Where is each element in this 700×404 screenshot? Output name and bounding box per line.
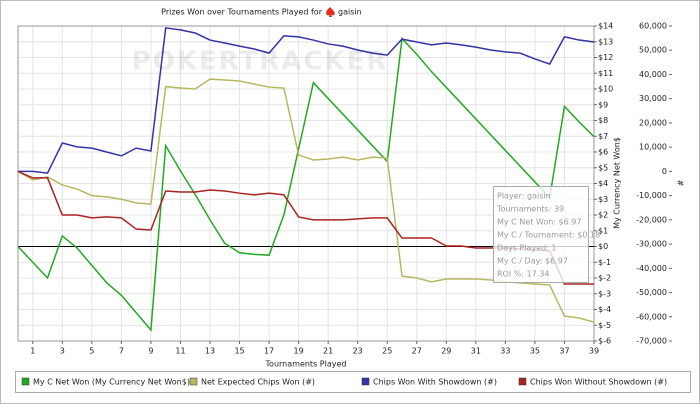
x-tick-label: 23 bbox=[353, 347, 363, 356]
legend-label: Chips Won Without Showdown (#) bbox=[530, 378, 667, 387]
y-tick-label: $14 bbox=[598, 22, 613, 31]
y2-tick-label: -70,000 bbox=[636, 337, 667, 346]
y-tick-label: $-3 bbox=[598, 289, 611, 298]
x-tick-label: 27 bbox=[412, 347, 422, 356]
y2-tick-label: 60,000 bbox=[639, 22, 667, 31]
legend-swatch bbox=[189, 377, 198, 386]
x-tick-label: 35 bbox=[530, 347, 540, 356]
y-tick-label: $6 bbox=[598, 148, 608, 157]
y-tick-label: $12 bbox=[598, 53, 613, 62]
player-icon bbox=[326, 7, 335, 17]
tooltip-line: My C / Day: $6.97 bbox=[497, 257, 568, 266]
x-tick-label: 31 bbox=[471, 347, 481, 356]
x-tick-label: 1 bbox=[30, 347, 35, 356]
legend-swatch bbox=[518, 377, 527, 386]
x-tick-label: 19 bbox=[294, 347, 304, 356]
x-tick-label: 11 bbox=[175, 347, 185, 356]
legend-label: Chips Won With Showdown (#) bbox=[373, 378, 497, 387]
tooltip-line: ROI %: 17.34 bbox=[497, 270, 550, 279]
x-tick-label: 37 bbox=[559, 347, 569, 356]
x-tick-label: 3 bbox=[60, 347, 65, 356]
y2-tick-label: -60,000 bbox=[636, 312, 667, 321]
y-tick-label: $10 bbox=[598, 85, 613, 94]
series-line bbox=[18, 27, 595, 174]
y-axis-title: My Currency Net Won$ bbox=[613, 137, 622, 229]
y2-tick-label: 10,000 bbox=[639, 143, 667, 152]
x-tick-label: 33 bbox=[500, 347, 510, 356]
y-tick-label: $8 bbox=[598, 116, 608, 125]
y2-tick-label: 0 bbox=[662, 167, 667, 176]
y2-tick-label: 30,000 bbox=[639, 94, 667, 103]
chart-title: Prizes Won over Tournaments Played for bbox=[161, 8, 323, 17]
legend-label: Net Expected Chips Won (#) bbox=[201, 378, 315, 387]
y2-tick-label: -30,000 bbox=[636, 240, 667, 249]
x-tick-label: 7 bbox=[119, 347, 124, 356]
x-tick-label: 25 bbox=[382, 347, 392, 356]
y-tick-label: $11 bbox=[598, 69, 613, 78]
y-tick-label: $9 bbox=[598, 100, 608, 109]
y-tick-label: $5 bbox=[598, 163, 608, 172]
tooltip-line: Days Played: 1 bbox=[497, 244, 557, 253]
y2-axis-title: # bbox=[677, 179, 686, 186]
x-tick-label: 15 bbox=[234, 347, 244, 356]
x-tick-label: 5 bbox=[89, 347, 94, 356]
series-line bbox=[17, 36, 595, 332]
x-tick-label: 29 bbox=[441, 347, 451, 356]
y-tick-label: $-1 bbox=[598, 258, 611, 267]
tooltip-line: My C Net Won: $6.97 bbox=[497, 218, 581, 227]
player-name: gaisin bbox=[338, 8, 362, 17]
tooltip: Player: gaisin Tournaments: 39 My C Net Wo… bbox=[493, 186, 600, 283]
y2-tick-label: 50,000 bbox=[639, 46, 667, 55]
y-tick-label: $-5 bbox=[598, 321, 611, 330]
x-axis-title: Tournaments Played bbox=[265, 360, 347, 369]
watermark: POKERTRACKER bbox=[132, 47, 389, 77]
y-tick-label: $13 bbox=[598, 37, 613, 46]
y-tick-label: $2 bbox=[598, 211, 608, 220]
y-tick-label: $1 bbox=[598, 226, 608, 235]
y2-tick-label: 20,000 bbox=[639, 118, 667, 127]
x-tick-label: 9 bbox=[148, 347, 153, 356]
x-tick-label: 39 bbox=[589, 347, 599, 356]
tooltip-line: Player: gaisin bbox=[497, 192, 551, 201]
y-tick-label: $-6 bbox=[598, 337, 611, 346]
y2-tick-label: 40,000 bbox=[639, 70, 667, 79]
tooltip-line: Tournaments: 39 bbox=[496, 205, 564, 214]
legend-swatch bbox=[21, 377, 30, 386]
legend-label: My C Net Won (My Currency Net Won$) bbox=[33, 378, 190, 387]
x-tick-label: 21 bbox=[323, 347, 333, 356]
y-tick-label: $-2 bbox=[598, 274, 611, 283]
y-tick-label: $-4 bbox=[598, 305, 611, 314]
legend-swatch bbox=[361, 377, 370, 386]
tooltip-box bbox=[493, 186, 589, 283]
y-tick-label: $0 bbox=[598, 242, 608, 251]
y2-tick-label: -20,000 bbox=[636, 215, 667, 224]
y2-tick-label: -10,000 bbox=[636, 191, 667, 200]
legend-box bbox=[15, 371, 691, 393]
y-tick-label: $3 bbox=[598, 195, 608, 204]
x-tick-label: 13 bbox=[205, 347, 215, 356]
x-tick-label: 17 bbox=[264, 347, 274, 356]
y2-tick-label: -40,000 bbox=[636, 264, 667, 273]
y2-tick-label: -50,000 bbox=[636, 288, 667, 297]
y-tick-label: $4 bbox=[598, 179, 608, 188]
y-tick-label: $7 bbox=[598, 132, 608, 141]
tooltip-line: My C / Tournament: $0.18 bbox=[497, 231, 600, 240]
